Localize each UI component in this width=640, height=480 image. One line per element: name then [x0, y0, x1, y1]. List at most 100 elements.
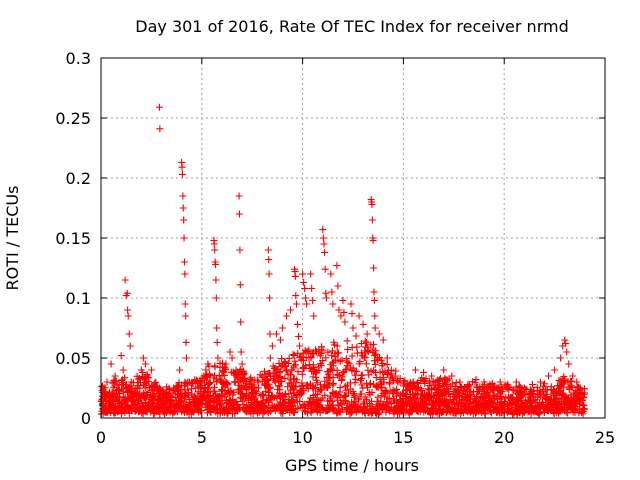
- roti-point-dense: [580, 405, 588, 413]
- roti-point: [370, 296, 378, 304]
- roti-point-dense: [559, 390, 567, 398]
- roti-point: [448, 372, 456, 380]
- roti-point-dense: [212, 394, 220, 402]
- roti-point: [125, 330, 133, 338]
- roti-point-dense: [218, 387, 226, 395]
- roti-point-dense: [324, 407, 332, 415]
- roti-point-dense: [556, 382, 564, 390]
- roti-point-dense: [383, 370, 391, 378]
- roti-point-dense: [318, 404, 326, 412]
- roti-point-dense: [282, 405, 290, 413]
- roti-point-dense: [317, 381, 325, 389]
- roti-point: [155, 103, 163, 111]
- roti-point-dense: [285, 354, 293, 362]
- roti-point-dense: [306, 394, 314, 402]
- roti-point-dense: [352, 367, 360, 375]
- roti-point-dense: [536, 408, 544, 416]
- roti-point: [232, 366, 240, 374]
- roti-point: [287, 306, 295, 314]
- roti-point-dense: [247, 374, 255, 382]
- roti-point-dense: [286, 370, 294, 378]
- roti-point-dense: [309, 395, 317, 403]
- roti-point-dense: [185, 407, 193, 415]
- roti-point: [228, 354, 236, 362]
- roti-point-dense: [486, 392, 494, 400]
- roti-point: [213, 338, 221, 346]
- roti-point-dense: [433, 394, 441, 402]
- roti-point-dense: [253, 406, 261, 414]
- roti-point: [387, 366, 395, 374]
- roti-point-dense: [148, 405, 156, 413]
- roti-point-dense: [205, 380, 213, 388]
- roti-point: [322, 289, 330, 297]
- roti-point-dense: [365, 371, 373, 379]
- roti-point: [319, 234, 327, 242]
- roti-point-dense: [469, 399, 477, 407]
- roti-point: [254, 378, 262, 386]
- roti-point-dense: [390, 389, 398, 397]
- roti-point-dense: [349, 364, 357, 372]
- roti-point-dense: [477, 406, 485, 414]
- roti-point: [545, 372, 553, 380]
- roti-point-dense: [258, 391, 266, 399]
- roti-point: [212, 260, 220, 268]
- y-axis-label: ROTI / TECUs: [3, 186, 22, 291]
- roti-point: [105, 400, 113, 408]
- roti-point-dense: [353, 349, 361, 357]
- roti-point-dense: [276, 374, 284, 382]
- roti-point-dense: [302, 354, 310, 362]
- roti-point-dense: [227, 387, 235, 395]
- roti-point-dense: [447, 383, 455, 391]
- roti-point: [294, 320, 302, 328]
- roti-point: [319, 226, 327, 234]
- roti-point-dense: [452, 379, 460, 387]
- roti-point-dense: [296, 386, 304, 394]
- y-axis: 0 0.05 0.1 0.15 0.2 0.25 0.3: [55, 49, 605, 428]
- roti-point-dense: [298, 370, 306, 378]
- roti-point-dense: [328, 397, 336, 405]
- roti-point-dense: [300, 349, 308, 357]
- roti-point: [310, 312, 318, 320]
- roti-point-dense: [342, 366, 350, 374]
- roti-point-dense: [526, 407, 534, 415]
- roti-point-dense: [516, 408, 524, 416]
- roti-point-dense: [374, 393, 382, 401]
- roti-point-dense: [478, 390, 486, 398]
- roti-point: [329, 300, 337, 308]
- roti-point: [322, 294, 330, 302]
- roti-point-dense: [275, 359, 283, 367]
- roti-point-dense: [263, 396, 271, 404]
- roti-point: [512, 378, 520, 386]
- roti-point-dense: [275, 389, 283, 397]
- roti-point-dense: [358, 371, 366, 379]
- roti-point-dense: [223, 408, 231, 416]
- roti-point-dense: [361, 343, 369, 351]
- roti-point-dense: [429, 377, 437, 385]
- roti-point-dense: [269, 375, 277, 383]
- roti-point: [278, 324, 286, 332]
- roti-point-dense: [353, 405, 361, 413]
- roti-point-dense: [366, 379, 374, 387]
- roti-point-dense: [316, 360, 324, 368]
- roti-point-dense: [182, 379, 190, 387]
- roti-point-dense: [147, 387, 155, 395]
- roti-point: [405, 384, 413, 392]
- roti-point-dense: [305, 348, 313, 356]
- roti-point: [124, 312, 132, 320]
- roti-point-dense: [305, 397, 313, 405]
- roti-point-dense: [449, 391, 457, 399]
- roti-point-dense: [488, 400, 496, 408]
- roti-point-dense: [264, 391, 272, 399]
- roti-point: [264, 246, 272, 254]
- roti-point-dense: [126, 406, 134, 414]
- roti-point: [340, 308, 348, 316]
- roti-point: [133, 384, 141, 392]
- roti-point-dense: [275, 377, 283, 385]
- roti-point-dense: [573, 396, 581, 404]
- roti-point-dense: [509, 398, 517, 406]
- roti-point-dense: [358, 408, 366, 416]
- roti-point-dense: [394, 410, 402, 418]
- roti-point-dense: [561, 376, 569, 384]
- roti-point-dense: [241, 406, 249, 414]
- roti-point-dense: [227, 400, 235, 408]
